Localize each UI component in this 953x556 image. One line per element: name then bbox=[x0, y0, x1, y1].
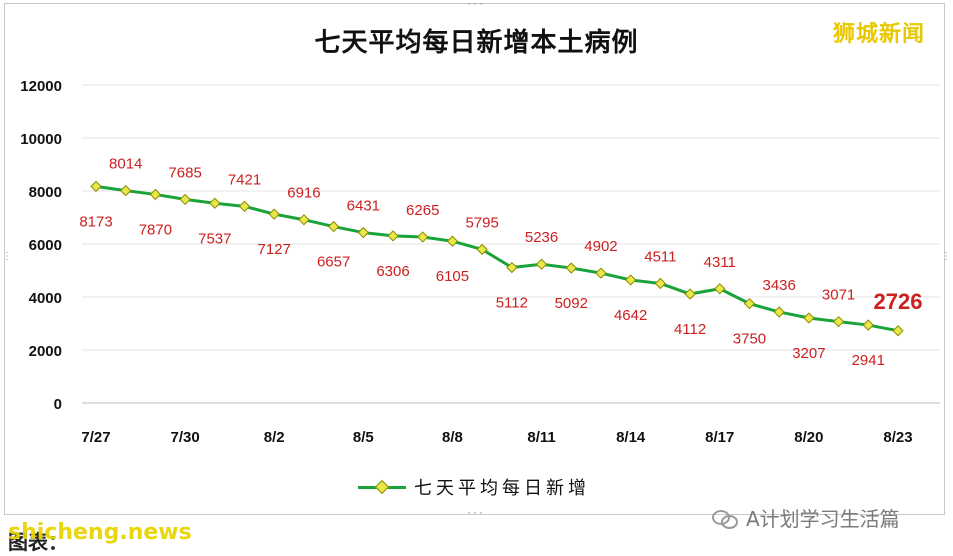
data-labels: 8173 8014 7870 7685 7537 7421 7127 6916 6657 6431… bbox=[79, 156, 922, 369]
data-point bbox=[773, 306, 785, 318]
chart-frame bbox=[4, 3, 945, 515]
data-label: 4311 bbox=[704, 254, 736, 271]
data-point bbox=[357, 226, 369, 239]
data-point bbox=[268, 208, 280, 220]
wechat-attribution: A计划学习生活篇 bbox=[712, 503, 900, 532]
chart-title: 七天平均每日新增本土病例 bbox=[314, 28, 639, 58]
data-label: 6265 bbox=[406, 202, 439, 219]
data-label: 6431 bbox=[347, 198, 380, 215]
data-point bbox=[446, 235, 459, 247]
x-tick-label: 8/20 bbox=[794, 429, 823, 446]
data-label: 5236 bbox=[525, 229, 558, 246]
legend: 七天平均每日新增 bbox=[358, 474, 590, 500]
data-point bbox=[327, 220, 340, 233]
data-label: 4112 bbox=[674, 321, 706, 338]
y-tick-label: 12000 bbox=[20, 78, 62, 95]
brand-watermark: 狮城新闻 bbox=[833, 22, 926, 47]
data-label: 4902 bbox=[584, 238, 617, 255]
data-point bbox=[387, 230, 399, 242]
data-point bbox=[565, 262, 577, 274]
data-label: 3750 bbox=[733, 331, 766, 348]
x-tick-label: 7/30 bbox=[171, 429, 200, 446]
data-point bbox=[625, 274, 637, 286]
data-point bbox=[238, 200, 251, 213]
data-label: 3071 bbox=[822, 287, 855, 304]
data-label: 6916 bbox=[287, 185, 320, 202]
data-point bbox=[743, 297, 756, 310]
data-point bbox=[595, 267, 607, 279]
footer-credit-text: 图表： bbox=[8, 530, 68, 554]
data-point bbox=[832, 315, 845, 328]
data-label: 7537 bbox=[198, 230, 231, 247]
y-tick-label: 10000 bbox=[20, 131, 62, 148]
y-tick-label: 4000 bbox=[29, 290, 62, 307]
data-point bbox=[90, 180, 102, 193]
x-tick-label: 7/27 bbox=[81, 429, 110, 446]
data-label: 8014 bbox=[109, 156, 142, 173]
legend-label: 七天平均每日新增 bbox=[414, 478, 590, 499]
x-tick-label: 8/11 bbox=[527, 429, 555, 446]
data-label: 3207 bbox=[792, 345, 825, 362]
data-point bbox=[714, 283, 726, 295]
data-point bbox=[654, 277, 667, 290]
wechat-account-name: A计划学习生活篇 bbox=[746, 507, 900, 531]
series-markers bbox=[90, 180, 904, 337]
x-tick-label: 8/5 bbox=[353, 429, 374, 446]
resize-handle-left[interactable]: ⋮ bbox=[2, 251, 12, 262]
data-point bbox=[298, 214, 310, 226]
y-tick-label: 8000 bbox=[29, 184, 62, 201]
series-line bbox=[95, 184, 899, 333]
data-label: 5112 bbox=[496, 295, 528, 312]
y-tick-label: 2000 bbox=[29, 343, 62, 360]
data-point bbox=[535, 258, 548, 270]
resize-handle-right[interactable]: ⋮ bbox=[941, 251, 951, 262]
data-point bbox=[803, 312, 815, 324]
series-line-path bbox=[95, 184, 899, 333]
data-label: 4511 bbox=[644, 248, 676, 265]
data-point bbox=[476, 243, 488, 256]
data-point bbox=[862, 319, 874, 331]
data-point bbox=[506, 261, 518, 274]
data-label: 5092 bbox=[555, 295, 588, 312]
data-point bbox=[120, 184, 132, 197]
data-label: 2941 bbox=[852, 352, 885, 369]
data-label: 6105 bbox=[436, 268, 469, 285]
x-tick-label: 8/23 bbox=[883, 429, 912, 446]
legend-swatch bbox=[358, 479, 406, 495]
wechat-icon bbox=[712, 508, 738, 529]
data-label: 7870 bbox=[139, 221, 172, 238]
x-tick-label: 8/17 bbox=[705, 429, 734, 446]
data-label: 8173 bbox=[79, 213, 112, 230]
y-tick-label: 0 bbox=[54, 396, 62, 413]
data-label: 4642 bbox=[614, 307, 647, 324]
data-point bbox=[892, 325, 904, 337]
axes: 0 2000 4000 6000 8000 10000 12000 7/27 7/30 8/2 8/… bbox=[20, 78, 940, 446]
data-label: 6657 bbox=[317, 254, 350, 271]
data-label: 7127 bbox=[258, 241, 291, 258]
data-point bbox=[149, 188, 162, 201]
data-point bbox=[684, 288, 696, 300]
x-tick-label: 8/8 bbox=[442, 429, 463, 446]
gridlines bbox=[82, 84, 940, 351]
data-label: 7685 bbox=[168, 164, 201, 181]
x-tick-label: 8/2 bbox=[264, 429, 285, 446]
data-point bbox=[179, 193, 191, 206]
footer-credit: 图表： shicheng.news bbox=[8, 520, 192, 555]
footer-site-watermark: shicheng.news bbox=[8, 520, 192, 545]
y-tick-label: 6000 bbox=[29, 237, 62, 254]
resize-handle-top[interactable]: ··· bbox=[466, 0, 485, 10]
data-label: 2726 bbox=[874, 289, 923, 314]
data-point bbox=[417, 231, 429, 243]
data-label: 7421 bbox=[228, 171, 261, 188]
x-tick-label: 8/14 bbox=[616, 429, 646, 446]
resize-handle-bottom[interactable]: ··· bbox=[466, 508, 485, 519]
data-label: 5795 bbox=[465, 214, 498, 231]
data-label: 6306 bbox=[376, 263, 409, 280]
data-point bbox=[209, 197, 221, 209]
data-label: 3436 bbox=[762, 277, 795, 294]
